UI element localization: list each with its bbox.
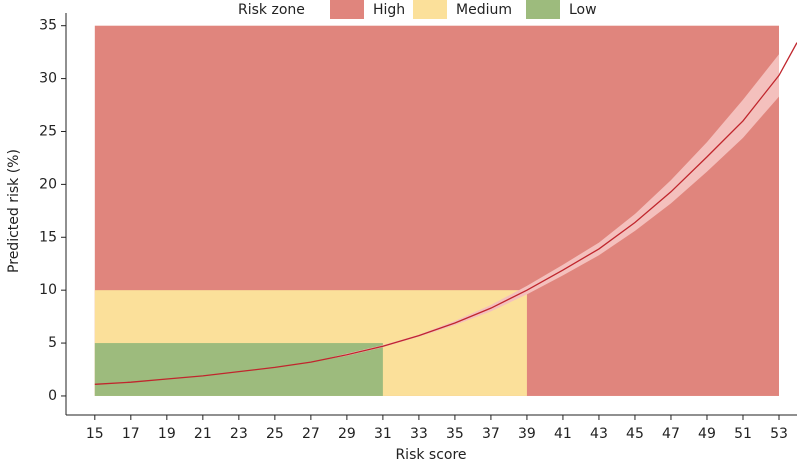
legend-label: Low [569, 2, 597, 18]
y-tick-label: 30 [39, 71, 57, 87]
x-tick-label: 19 [158, 426, 176, 442]
x-axis-label: Risk score [395, 447, 466, 463]
x-tick-label: 45 [626, 426, 644, 442]
risk-zone [94, 343, 383, 396]
x-tick-label: 53 [770, 426, 788, 442]
x-tick-label: 29 [338, 426, 356, 442]
x-tick-label: 51 [734, 426, 752, 442]
x-tick-label: 21 [194, 426, 212, 442]
legend-label: High [373, 2, 405, 18]
x-tick-label: 27 [302, 426, 320, 442]
x-tick-label: 15 [86, 426, 104, 442]
x-tick-label: 25 [266, 426, 284, 442]
x-tick-label: 39 [518, 426, 536, 442]
x-tick-label: 31 [374, 426, 392, 442]
y-tick-label: 20 [39, 176, 57, 192]
legend-title: Risk zone [238, 2, 305, 18]
y-tick-label: 0 [48, 388, 57, 404]
x-tick-label: 33 [410, 426, 428, 442]
legend-label: Medium [456, 2, 512, 18]
y-tick-label: 5 [48, 335, 57, 351]
x-tick-label: 47 [662, 426, 680, 442]
x-tick-label: 23 [230, 426, 248, 442]
x-tick-label: 37 [482, 426, 500, 442]
x-tick-label: 43 [590, 426, 608, 442]
legend-swatch [330, 0, 364, 19]
confidence-band [94, 54, 779, 385]
x-tick-label: 17 [122, 426, 140, 442]
risk-line [94, 42, 797, 385]
y-axis-label: Predicted risk (%) [6, 149, 22, 273]
y-tick-label: 15 [39, 229, 57, 245]
x-tick-label: 41 [554, 426, 572, 442]
legend-swatch [526, 0, 560, 19]
x-tick-label: 49 [698, 426, 716, 442]
legend-swatch [413, 0, 447, 19]
y-tick-label: 10 [39, 282, 57, 298]
y-tick-label: 35 [39, 18, 57, 34]
x-tick-label: 35 [446, 426, 464, 442]
y-tick-label: 25 [39, 123, 57, 139]
